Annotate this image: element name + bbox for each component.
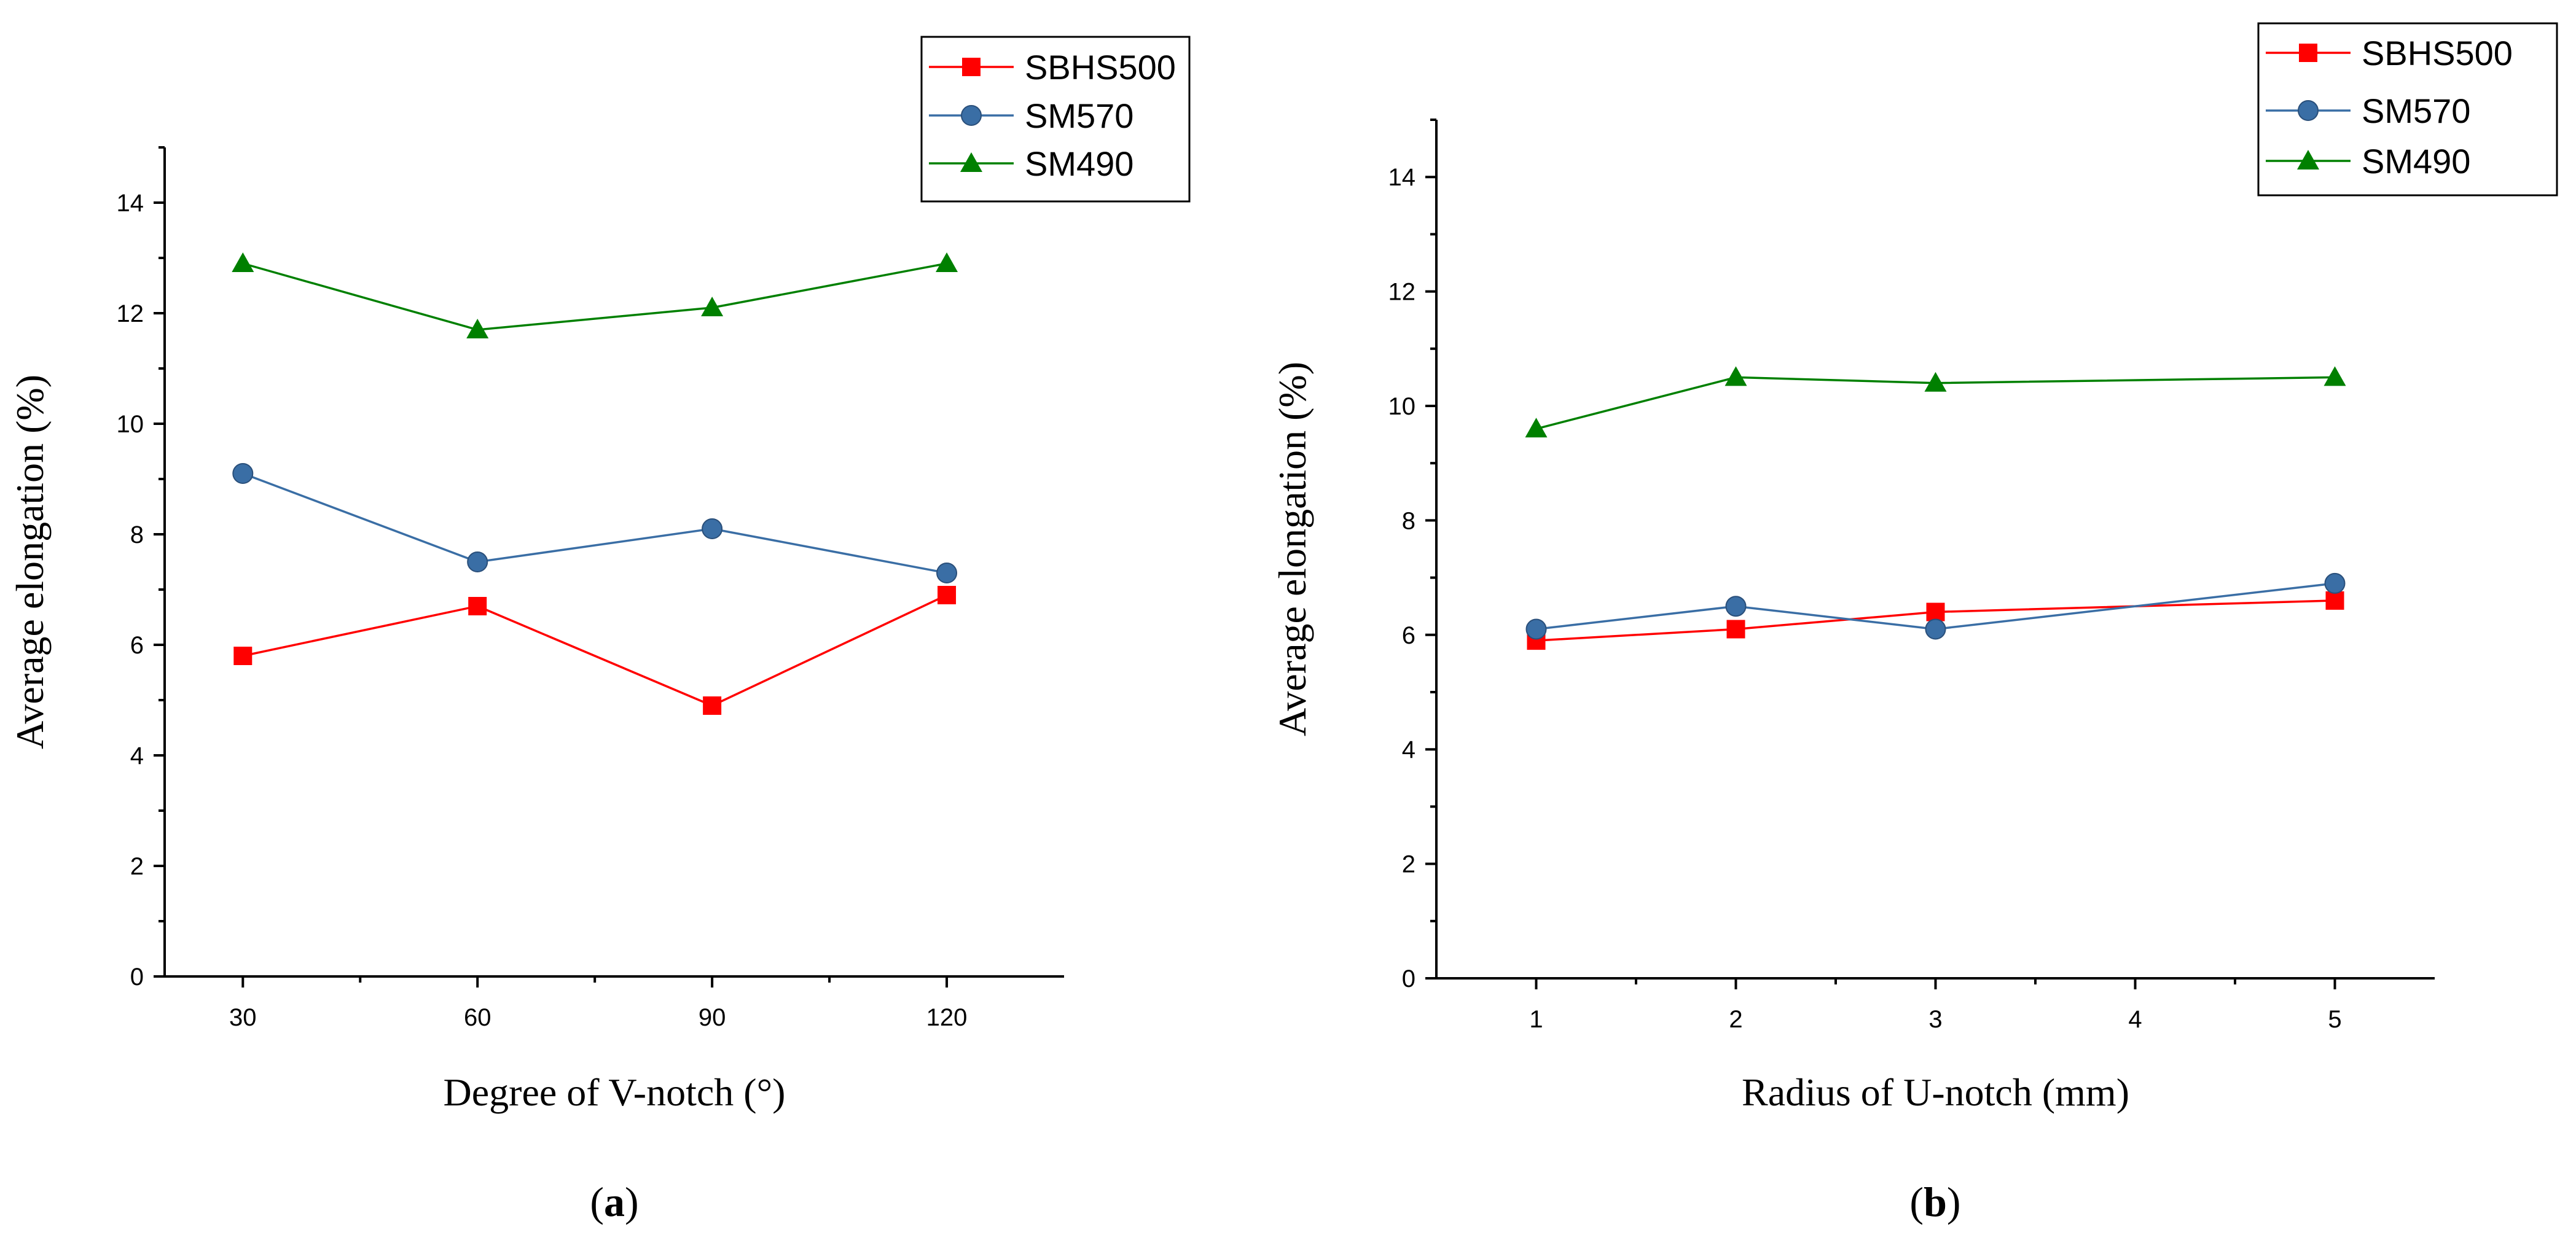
data-point-SM490 [2323,366,2346,386]
series-line-SBHS500 [242,594,947,707]
series-line-SM570 [1536,582,2335,631]
data-point-SBHS500 [1726,620,1745,639]
data-point-SM490 [1725,366,1747,386]
y-tick-label: 2 [1402,851,1415,878]
data-point-SM570 [232,463,254,484]
legend-label: SM570 [1025,96,1133,135]
data-point-SBHS500 [2325,591,2344,610]
data-point-SBHS500 [468,597,487,615]
legend-marker [2299,44,2317,62]
y-tick-label: 0 [130,964,144,991]
y-tick-label: 4 [130,742,144,769]
series-line-SM490 [242,262,947,331]
x-tick-label: 90 [699,1004,726,1031]
series-line-SM490 [1536,376,2335,430]
legend-label: SM570 [2362,92,2470,130]
legend-label: SM490 [2362,142,2470,181]
y-tick-label: 6 [1402,622,1415,649]
x-tick-label: 1 [1529,1006,1543,1033]
data-point-SBHS500 [938,586,957,604]
legend-label: SBHS500 [1025,48,1176,87]
legend-marker [961,105,982,126]
data-point-SBHS500 [233,647,253,665]
legend-marker [2297,150,2319,169]
x-tick-label: 120 [926,1004,968,1031]
x-tick-label: 3 [1928,1006,1942,1033]
y-tick-label: 14 [1388,164,1416,191]
data-point-SM570 [1925,618,1946,640]
y-tick-label: 8 [1402,507,1415,534]
y-tick-label: 14 [117,190,144,217]
data-point-SM490 [1924,372,1947,392]
data-point-SM490 [936,252,958,272]
legend-label: SM490 [1025,144,1133,183]
data-point-SBHS500 [703,696,722,715]
series-line-SM570 [242,472,947,574]
data-point-SM490 [466,319,489,338]
x-tick-label: 30 [229,1004,257,1031]
x-tick-label: 4 [2128,1006,2142,1033]
data-point-SM570 [702,518,723,539]
y-tick-label: 12 [117,300,144,327]
y-axis-title: Average elongation (%) [1270,362,1314,736]
panel-label: (a) [590,1179,638,1225]
x-axis-title: Degree of V-notch (°) [444,1070,786,1114]
chart-panel-a: 0 2 4 6 8 10 12 14 30 60 90 120 Average elongation (… [8,36,1191,1225]
x-tick-label: 5 [2328,1006,2341,1033]
data-point-SM570 [936,563,958,583]
y-tick-label: 8 [130,521,144,548]
legend-marker [2298,100,2319,121]
y-tick-label: 0 [1402,965,1415,992]
data-point-SM490 [1525,418,1548,438]
data-point-SM570 [2324,572,2346,594]
legend-label: SBHS500 [2362,34,2513,72]
y-tick-label: 4 [1402,736,1415,763]
data-point-SM570 [1725,596,1747,617]
data-point-SM570 [467,551,488,572]
y-tick-label: 10 [117,411,144,438]
legend-marker [962,58,981,76]
y-tick-label: 12 [1388,279,1416,306]
y-tick-label: 10 [1388,393,1416,420]
y-tick-label: 6 [130,632,144,659]
x-tick-label: 60 [464,1004,491,1031]
data-point-SM490 [232,252,254,272]
legend-marker [960,152,982,172]
panel-label: (b) [1909,1179,1960,1225]
data-point-SM490 [701,297,724,316]
data-point-SM570 [1525,618,1547,640]
x-axis-title: Radius of U-notch (mm) [1742,1070,2129,1114]
y-axis-title: Average elongation (%) [8,375,52,749]
x-tick-label: 2 [1729,1006,1742,1033]
y-tick-label: 2 [130,853,144,880]
data-point-SBHS500 [1926,602,1945,621]
